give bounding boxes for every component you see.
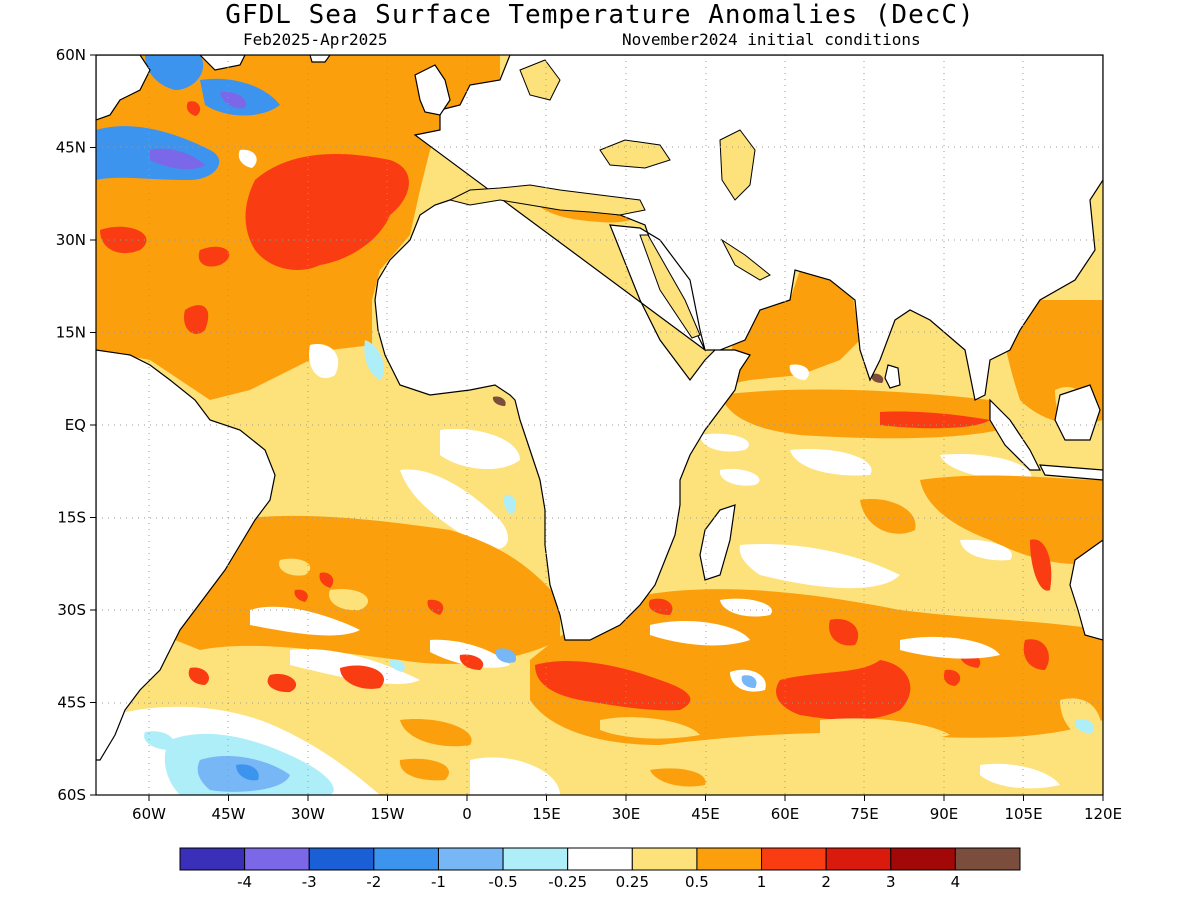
colorbar-swatch: [502, 847, 569, 871]
sumatra-land: [989, 398, 1041, 471]
lat-tick-label: EQ: [65, 416, 86, 434]
initial-conditions: November2024 initial conditions: [622, 30, 921, 49]
sri-lanka-land: [884, 364, 901, 389]
colorbar-label: -4: [237, 873, 252, 891]
lon-tick-label: 60E: [771, 805, 800, 823]
colorbar-swatch: [825, 847, 892, 871]
colorbar-label: 1: [757, 873, 767, 891]
lon-tick-label: 75E: [850, 805, 879, 823]
lat-tick-label: 45S: [57, 694, 86, 712]
australia-land: [1069, 539, 1103, 641]
colorbar-label: 2: [821, 873, 831, 891]
colorbar-swatch: [244, 847, 310, 871]
colorbar: -4 -3 -2 -1 -0.5 -0.25 0.25 0.5 1 2 3 4: [179, 847, 1021, 891]
colorbar-swatch: [567, 847, 633, 871]
lat-tick-label: 15N: [56, 324, 86, 342]
mediterranean-sea: [448, 184, 646, 216]
arabian-sea-warm: [725, 270, 860, 385]
lat-tick-label: 60N: [56, 46, 86, 64]
persian-gulf: [720, 238, 771, 281]
lat-tick-label: 15S: [57, 509, 86, 527]
colorbar-swatch: [890, 847, 956, 871]
colorbar-label: -3: [302, 873, 317, 891]
lon-tick-label: 0: [462, 805, 472, 823]
lon-tick-label: 120E: [1084, 805, 1122, 823]
lat-tick-label: 60S: [57, 786, 86, 804]
lat-tick-label: 30N: [56, 231, 86, 249]
colorbar-label: 0.5: [685, 873, 709, 891]
lon-tick-label: 60W: [132, 805, 166, 823]
lon-tick-label: 15W: [371, 805, 405, 823]
colorbar-label: 0.25: [616, 873, 649, 891]
colorbar-label: -2: [366, 873, 381, 891]
black-sea: [599, 139, 671, 169]
colorbar-swatch: [631, 847, 698, 871]
colorbar-swatch: [954, 847, 1021, 871]
lon-tick-label: 45W: [212, 805, 246, 823]
lon-tick-label: 105E: [1004, 805, 1042, 823]
colorbar-label: 3: [886, 873, 896, 891]
lon-tick-label: 30W: [291, 805, 325, 823]
north-america-land: [96, 55, 151, 121]
north-atlantic-strong: [245, 154, 409, 270]
madagascar-land: [699, 504, 736, 581]
red-sea: [639, 234, 701, 339]
greenland-land: [199, 55, 246, 71]
forecast-period: Feb2025-Apr2025: [243, 30, 388, 49]
colorbar-label: -0.5: [488, 873, 517, 891]
lon-tick-label: 45E: [691, 805, 720, 823]
colorbar-label: -0.25: [548, 873, 587, 891]
colorbar-swatch: [696, 847, 763, 871]
iceland-land: [309, 55, 331, 63]
south-america-land: [96, 349, 276, 761]
lon-tick-label: 30E: [612, 805, 641, 823]
colorbar-swatch: [179, 847, 246, 871]
south-indian-strong: [535, 660, 691, 711]
colorbar-swatch: [373, 847, 439, 871]
lat-tick-label: 30S: [57, 601, 86, 619]
colorbar-swatch: [761, 847, 827, 871]
lat-tick-label: 45N: [56, 139, 86, 157]
longitude-axis: 60W 45W 30W 15W 0 15E 30E 45E 60E 75E 90E 105E 120E: [132, 795, 1122, 823]
caspian-sea: [719, 129, 756, 201]
baltic-sea: [519, 59, 561, 101]
colorbar-swatch: [308, 847, 375, 871]
map-title: GFDL Sea Surface Temperature Anomalies (…: [225, 0, 975, 30]
colorbar-label: 4: [951, 873, 961, 891]
british-isles-land: [414, 64, 451, 116]
colorbar-label: -1: [431, 873, 446, 891]
java-land: [1038, 464, 1103, 481]
lon-tick-label: 15E: [532, 805, 561, 823]
latitude-axis: 60N 45N 30N 15N EQ 15S 30S 45S 60S: [56, 46, 96, 804]
colorbar-swatch: [437, 847, 504, 871]
borneo-land: [1054, 384, 1101, 441]
lon-tick-label: 90E: [930, 805, 959, 823]
